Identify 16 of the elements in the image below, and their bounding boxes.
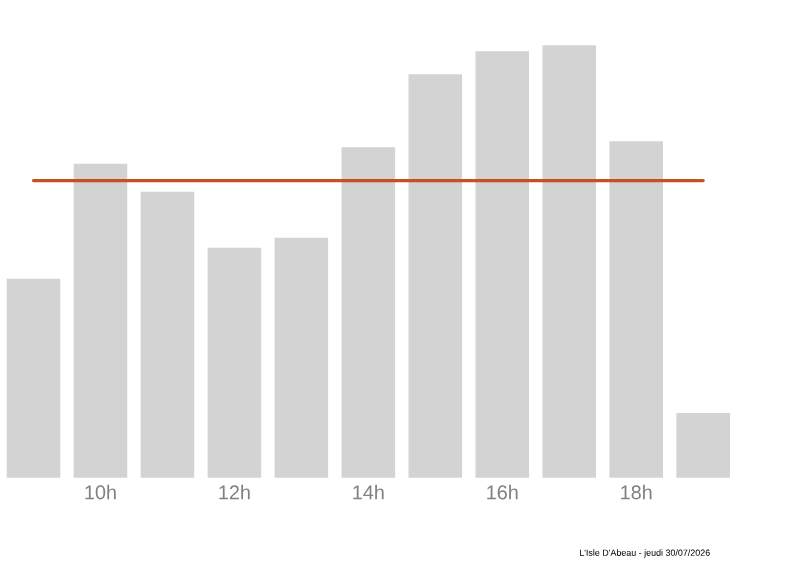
bar <box>609 141 663 479</box>
x-tick-label: 18h <box>621 485 652 500</box>
x-tick-label: 16h <box>487 485 518 500</box>
x-tick-label: 12h <box>219 485 250 500</box>
bar <box>207 247 262 479</box>
bar <box>542 45 597 479</box>
bar <box>475 51 530 479</box>
bar <box>274 238 329 479</box>
bar <box>73 164 128 479</box>
bar <box>140 192 195 479</box>
x-tick-label: 10h <box>85 485 116 500</box>
x-tick-label: 14h <box>353 485 384 500</box>
bar <box>341 147 396 479</box>
bar <box>676 413 730 479</box>
bar <box>6 279 61 479</box>
bar <box>408 74 463 479</box>
